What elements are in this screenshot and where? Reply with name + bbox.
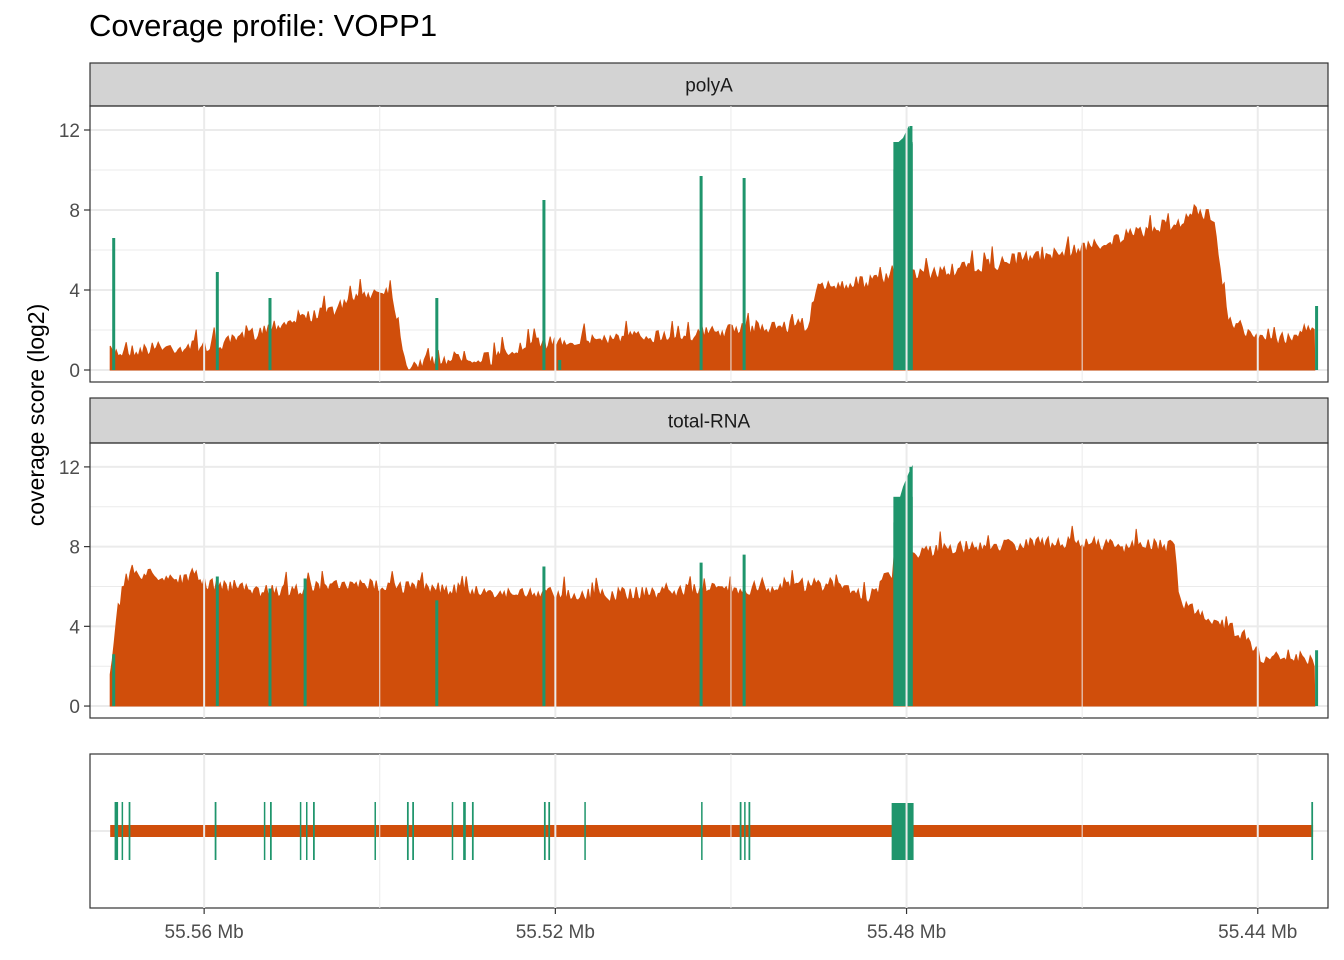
y-tick-label: 8 <box>69 201 80 222</box>
y-tick-label: 0 <box>69 697 80 718</box>
intron-coverage-area <box>109 203 1316 371</box>
exon-mark <box>748 802 751 860</box>
grid-x-gene <box>203 754 1259 908</box>
gene-model-panel: 55.56 Mb 55.52 Mb 55.48 Mb 55.44 Mb <box>89 753 1329 943</box>
exon-mark <box>263 802 266 860</box>
x-tick-label: 55.44 Mb <box>1218 922 1297 943</box>
exon-mark <box>374 802 376 860</box>
exon-mark <box>471 802 474 860</box>
exon-mark <box>543 802 546 860</box>
exon-mark <box>114 802 119 860</box>
exon-mark <box>744 802 746 860</box>
y-axis-title: coverage score (log2) <box>23 304 49 526</box>
y-tick-label: 12 <box>59 458 80 479</box>
exon-block-peak <box>893 126 913 370</box>
exon-mark <box>463 802 466 860</box>
panel-border <box>89 105 1329 383</box>
panel-border <box>89 753 1329 909</box>
exon-block-peak <box>893 464 913 707</box>
exon-mark <box>128 802 131 860</box>
exon-mark <box>701 802 703 860</box>
x-tick-label: 55.48 Mb <box>867 922 946 943</box>
exon-mark <box>412 802 414 860</box>
exon-mark <box>305 802 308 860</box>
y-tick-label: 8 <box>69 538 80 559</box>
exon-mark <box>451 802 454 860</box>
grid-x-polyA <box>203 106 1259 382</box>
facet-label: polyA <box>685 76 733 97</box>
exon-mark <box>548 802 551 860</box>
y-tick-label: 12 <box>59 121 80 142</box>
intron-bar <box>110 825 1314 837</box>
exon-mark <box>584 802 586 860</box>
panel-polyA: polyA 0 4 8 12 <box>59 62 1329 383</box>
exon-mark <box>406 802 409 860</box>
exon-mark <box>299 802 302 860</box>
panel-border <box>89 442 1329 719</box>
exon-mark <box>214 802 217 860</box>
exon-mark <box>121 802 124 860</box>
grid-x-total-RNA <box>203 443 1259 718</box>
facet-label: total-RNA <box>668 412 751 433</box>
y-tick-label: 4 <box>69 617 80 638</box>
x-tick-label: 55.56 Mb <box>165 922 244 943</box>
intron-coverage-area <box>109 525 1316 707</box>
exon-mark <box>891 803 914 860</box>
exon-mark <box>739 802 742 860</box>
y-tick-label: 0 <box>69 361 80 382</box>
exon-mark <box>269 802 272 860</box>
facet-strip <box>89 62 1329 107</box>
facet-strip <box>89 397 1329 444</box>
y-tick-label: 4 <box>69 281 80 302</box>
x-tick-label: 55.52 Mb <box>516 922 595 943</box>
exon-mark <box>1311 802 1314 860</box>
chart-title: Coverage profile: VOPP1 <box>89 8 438 43</box>
panel-total-RNA: total-RNA 0 4 8 12 <box>59 397 1329 719</box>
exon-mark <box>313 802 315 860</box>
